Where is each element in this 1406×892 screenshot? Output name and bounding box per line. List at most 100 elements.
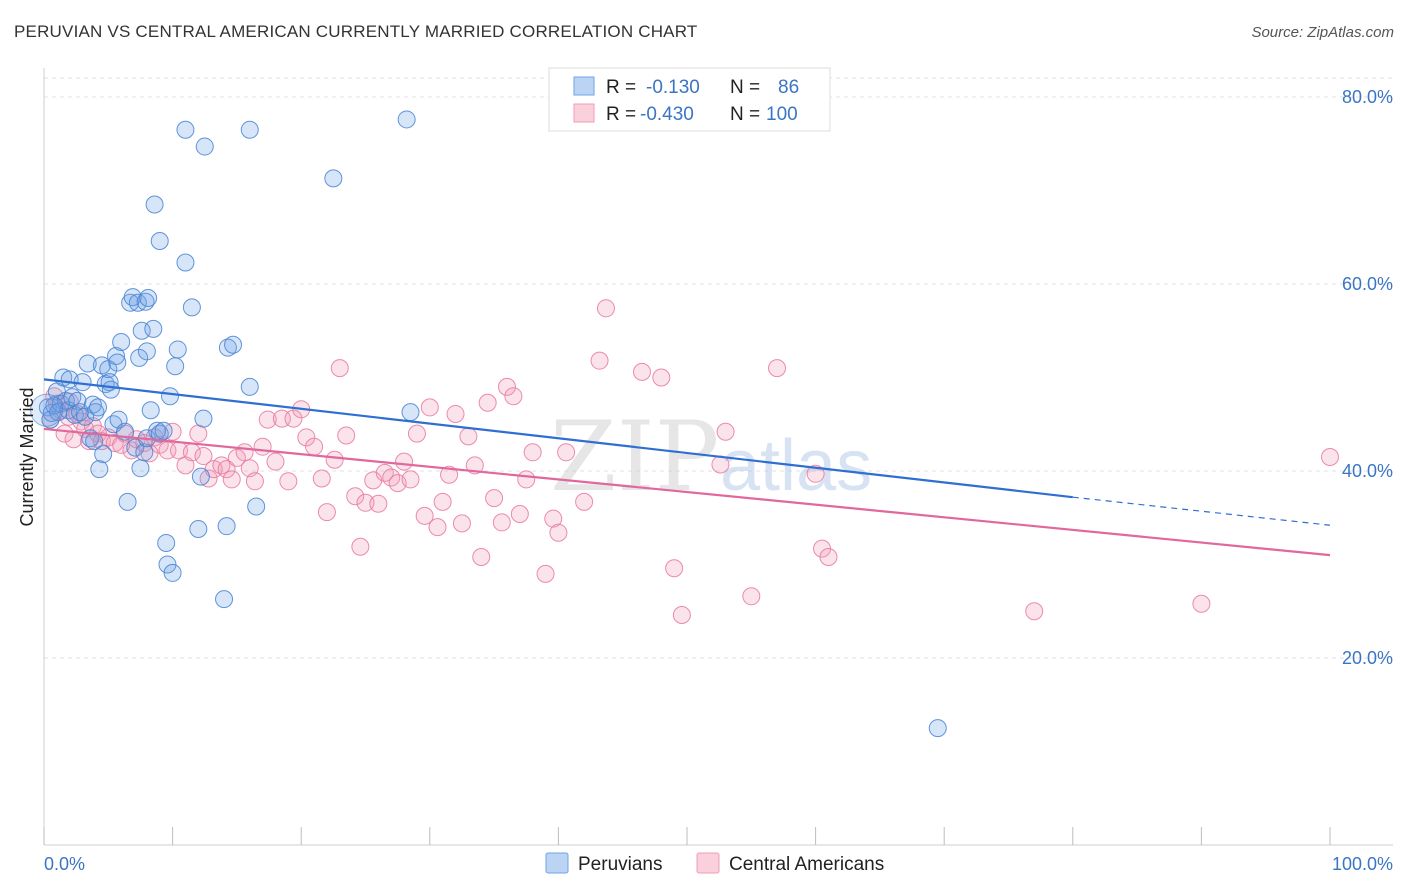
tick-labels: 20.0% 40.0% 60.0% 80.0% 0.0% 100.0% <box>44 87 1393 874</box>
central-americans-point <box>428 518 447 537</box>
central-americans-points <box>41 299 1339 624</box>
y-tick-label: 40.0% <box>1342 461 1393 481</box>
peruvians-point <box>118 492 137 511</box>
stats-n-central: 100 <box>766 104 798 125</box>
peruvians-points <box>30 110 947 738</box>
central-americans-point <box>459 427 478 446</box>
central-americans-point <box>253 437 272 456</box>
y-tick-label: 80.0% <box>1342 87 1393 107</box>
peruvians-point <box>240 377 259 396</box>
central-americans-point <box>305 437 324 456</box>
peruvians-point <box>397 110 416 129</box>
peruvians-point <box>112 332 131 351</box>
central-americans-point <box>557 443 576 462</box>
peruvians-point <box>158 555 177 574</box>
peruvians-point <box>191 467 210 486</box>
peruvians-point <box>94 445 113 464</box>
stats-swatch-peruvians <box>573 76 595 96</box>
central-americans-point <box>245 472 264 491</box>
stats-box: R = -0.130 N = 86 R = -0.430 N = 100 <box>548 67 831 132</box>
central-americans-point <box>1192 594 1211 613</box>
central-americans-point <box>544 509 563 528</box>
central-americans-point <box>258 410 277 429</box>
stats-n-label-2: N = <box>730 104 760 125</box>
stats-r-central: -0.430 <box>640 104 694 125</box>
y-tick-label: 60.0% <box>1342 274 1393 294</box>
central-americans-point <box>504 387 523 406</box>
central-americans-point <box>297 428 316 447</box>
gridlines <box>44 77 1393 659</box>
peruvians-point <box>176 253 195 272</box>
peruvians-point <box>145 195 164 214</box>
stats-r-label: R = <box>606 77 636 98</box>
central-americans-point <box>1321 447 1339 466</box>
central-americans-point <box>485 489 504 508</box>
peruvians-point <box>194 409 213 428</box>
legend-swatch-peruvians <box>545 852 569 874</box>
central-americans-point <box>510 505 529 524</box>
peruvians-point <box>139 289 158 308</box>
central-americans-point <box>465 456 484 475</box>
peruvians-point <box>157 533 176 552</box>
central-americans-point <box>279 472 298 491</box>
central-americans-point <box>105 433 124 452</box>
peruvians-point <box>195 137 214 156</box>
peruvians-point <box>218 338 237 357</box>
peruvians-point <box>217 517 236 536</box>
peruvians-point <box>150 231 169 250</box>
y-axis-title: Currently Married <box>17 387 37 526</box>
central-americans-point <box>472 548 491 567</box>
peruvians-point <box>176 120 195 139</box>
peruvians-point <box>182 298 201 317</box>
peruvians-point <box>401 403 420 422</box>
stats-n-label: N = <box>730 77 760 98</box>
peruvians-point <box>107 346 126 365</box>
central-americans-point <box>768 359 787 378</box>
central-americans-point <box>478 393 497 412</box>
trend-lines <box>43 378 1331 557</box>
central-americans-point <box>415 506 434 525</box>
peruvians-point <box>101 380 120 399</box>
central-americans-point <box>395 452 414 471</box>
legend-swatch-central <box>696 852 720 874</box>
central-americans-point <box>590 351 609 370</box>
peruvians-point <box>161 387 180 406</box>
central-americans-point <box>199 469 218 488</box>
central-americans-point <box>497 377 516 396</box>
central-americans-point <box>523 443 542 462</box>
peruvians-point <box>137 342 156 361</box>
peruvians-point <box>128 293 147 312</box>
peruvians-point <box>85 432 104 451</box>
peruvians-point <box>78 354 97 373</box>
stats-swatch-central <box>573 103 595 123</box>
stats-r-label-2: R = <box>606 104 636 125</box>
central-americans-point <box>217 460 236 479</box>
peruvians-point <box>215 590 234 609</box>
central-americans-point <box>284 409 303 428</box>
central-americans-point <box>266 452 285 471</box>
central-americans-point <box>351 537 370 556</box>
stats-n-peruvians: 86 <box>778 77 799 98</box>
peruvians-point <box>131 459 150 478</box>
central-americans-point <box>375 463 394 482</box>
peruvians-point <box>154 421 173 440</box>
peruvians-point <box>168 340 187 359</box>
legend-label-peruvians: Peruvians <box>578 854 663 875</box>
peruvians-point <box>132 321 151 340</box>
peruvians-point <box>189 519 208 538</box>
central-americans-point <box>446 404 465 423</box>
central-americans-point <box>189 424 208 443</box>
peruvians-point <box>166 357 185 376</box>
central-americans-point <box>549 523 568 542</box>
peruvians-point <box>68 391 87 410</box>
x-tick-label-max: 100.0% <box>1332 854 1393 874</box>
legend: Peruvians Central Americans <box>545 852 884 875</box>
central-americans-point <box>356 493 375 512</box>
central-americans-point <box>420 398 439 417</box>
central-americans-point <box>806 464 825 483</box>
central-americans-point <box>672 605 691 624</box>
central-americans-point <box>433 492 452 511</box>
peruvians-trend-line <box>43 378 1073 499</box>
peruvians-point <box>89 398 108 417</box>
central-americans-point <box>517 470 536 489</box>
